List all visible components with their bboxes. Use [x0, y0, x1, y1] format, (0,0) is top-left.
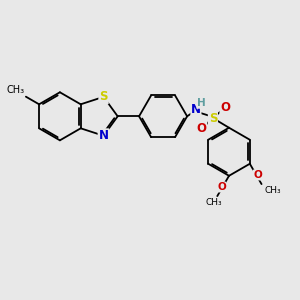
- Text: S: S: [208, 112, 217, 124]
- Text: O: O: [197, 122, 207, 135]
- Text: CH₃: CH₃: [6, 85, 24, 95]
- Text: CH₃: CH₃: [206, 198, 222, 207]
- Text: O: O: [253, 170, 262, 180]
- Text: H: H: [197, 98, 206, 108]
- Text: N: N: [99, 129, 109, 142]
- Text: CH₃: CH₃: [265, 186, 281, 195]
- Text: O: O: [217, 182, 226, 192]
- Text: N: N: [191, 103, 201, 116]
- Text: S: S: [99, 90, 108, 104]
- Text: O: O: [220, 101, 230, 114]
